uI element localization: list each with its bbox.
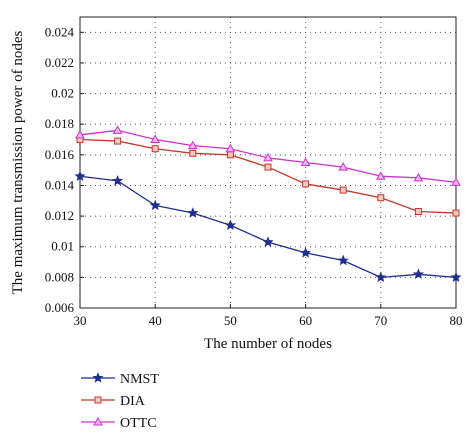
series-ottc (75, 125, 461, 186)
series-dia (76, 136, 460, 217)
data-point-ottc (300, 157, 311, 166)
y-tick-label: 0.018 (45, 116, 74, 131)
data-point-ottc (413, 172, 424, 182)
x-tick-label: 60 (299, 313, 312, 328)
x-tick-label: 80 (450, 313, 463, 328)
plot-area (79, 16, 457, 309)
y-tick-label: 0.006 (45, 300, 75, 315)
legend-label-ottc: OTTC (120, 416, 157, 431)
legend-label-nmst: NMST (120, 372, 159, 387)
legend-item-nmst: NMST (81, 372, 159, 387)
legend-label-dia: DIA (120, 394, 146, 409)
legend-marker-nmst (92, 372, 104, 383)
data-point-dia (452, 209, 460, 217)
data-point-dia (339, 186, 347, 194)
data-point-nmst (412, 268, 424, 280)
data-point-dia (302, 180, 310, 188)
y-axis-ticks: 0.006 0.008 0.01 0.012 0.014 0.016 0.018 0.02 0.… (45, 24, 84, 315)
y-tick-label: 0.008 (45, 269, 74, 284)
data-point-nmst (262, 236, 274, 247)
data-point-ottc (225, 143, 236, 153)
data-point-ottc (75, 129, 85, 139)
data-point-nmst (375, 271, 387, 283)
y-tick-label: 0.012 (45, 208, 74, 223)
data-point-nmst (112, 175, 124, 186)
data-point-dia (151, 145, 159, 153)
legend-marker-ottc (93, 416, 103, 426)
legend-item-dia: DIA (81, 394, 146, 409)
data-point-nmst (149, 199, 161, 211)
x-axis-ticks: 30 40 50 60 70 80 (74, 304, 463, 328)
data-point-ottc (112, 125, 123, 134)
legend: NMST DIA OTTC (81, 372, 159, 431)
data-point-ottc (375, 171, 386, 180)
data-point-nmst (224, 219, 236, 230)
legend-item-ottc: OTTC (81, 416, 157, 431)
x-axis-label: The number of nodes (204, 336, 332, 352)
data-point-nmst (187, 207, 199, 218)
data-point-dia (264, 163, 272, 171)
data-point-nmst (337, 254, 349, 266)
data-point-dia (114, 137, 122, 145)
series-nmst (74, 170, 462, 283)
grid-lines (79, 17, 457, 309)
data-point-dia (226, 151, 234, 159)
y-tick-label: 0.016 (45, 147, 75, 162)
y-tick-label: 0.024 (45, 24, 75, 39)
series-line-dia (79, 138, 457, 214)
data-point-ottc (263, 152, 273, 162)
y-tick-label: 0.01 (51, 239, 74, 254)
data-point-ottc (150, 134, 161, 144)
data-point-dia (189, 149, 197, 157)
x-tick-label: 30 (74, 313, 87, 328)
y-tick-label: 0.022 (45, 55, 74, 70)
x-tick-label: 50 (224, 313, 237, 328)
y-tick-label: 0.02 (51, 86, 74, 101)
data-series (74, 125, 462, 283)
legend-marker-dia (94, 396, 102, 404)
series-line-nmst (79, 175, 457, 279)
data-point-dia (414, 208, 422, 216)
x-tick-label: 70 (374, 313, 387, 328)
data-point-nmst (450, 271, 462, 283)
data-point-ottc (338, 162, 349, 171)
y-tick-label: 0.014 (45, 177, 75, 192)
data-point-nmst (74, 170, 86, 181)
data-point-nmst (300, 247, 312, 258)
x-tick-label: 40 (149, 313, 162, 328)
data-point-dia (377, 194, 385, 202)
y-axis-label: The maximum transmission power of nodes (10, 30, 26, 294)
data-point-ottc (451, 177, 461, 186)
data-point-ottc (187, 140, 198, 150)
